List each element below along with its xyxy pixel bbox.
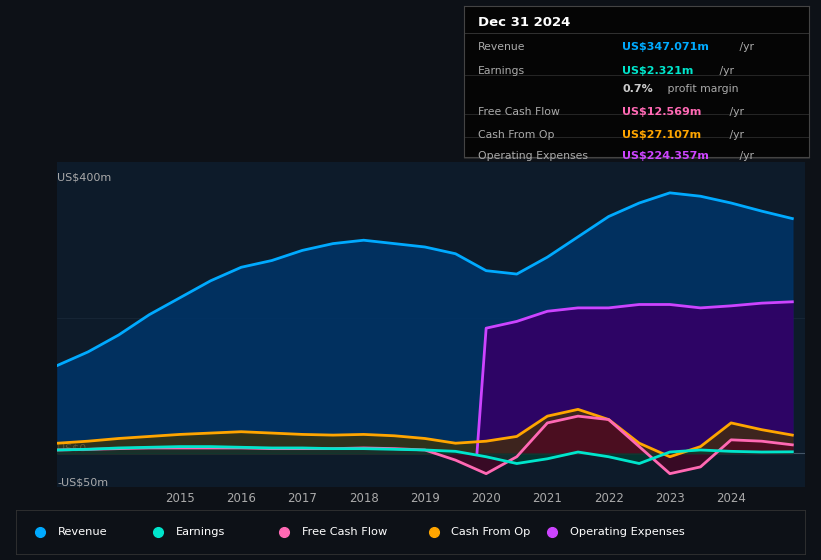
Text: Revenue: Revenue (57, 527, 107, 537)
Text: US$0: US$0 (57, 444, 87, 454)
Text: Free Cash Flow: Free Cash Flow (302, 527, 387, 537)
Text: /yr: /yr (726, 107, 744, 117)
Text: Operating Expenses: Operating Expenses (570, 527, 685, 537)
Text: Cash From Op: Cash From Op (452, 527, 531, 537)
Text: Cash From Op: Cash From Op (478, 129, 554, 139)
Text: Revenue: Revenue (478, 42, 525, 52)
Text: 0.7%: 0.7% (622, 84, 654, 94)
Text: Free Cash Flow: Free Cash Flow (478, 107, 560, 117)
Text: /yr: /yr (716, 66, 734, 76)
Text: US$2.321m: US$2.321m (622, 66, 694, 76)
Text: Earnings: Earnings (176, 527, 225, 537)
Text: -US$50m: -US$50m (57, 477, 108, 487)
Text: US$400m: US$400m (57, 172, 112, 183)
Text: /yr: /yr (736, 151, 754, 161)
Text: Operating Expenses: Operating Expenses (478, 151, 588, 161)
Text: /yr: /yr (736, 42, 754, 52)
Text: Dec 31 2024: Dec 31 2024 (478, 16, 570, 29)
Text: US$224.357m: US$224.357m (622, 151, 709, 161)
Text: US$347.071m: US$347.071m (622, 42, 709, 52)
Text: profit margin: profit margin (664, 84, 738, 94)
Text: US$27.107m: US$27.107m (622, 129, 702, 139)
Text: Earnings: Earnings (478, 66, 525, 76)
Text: /yr: /yr (726, 129, 744, 139)
Text: US$12.569m: US$12.569m (622, 107, 702, 117)
